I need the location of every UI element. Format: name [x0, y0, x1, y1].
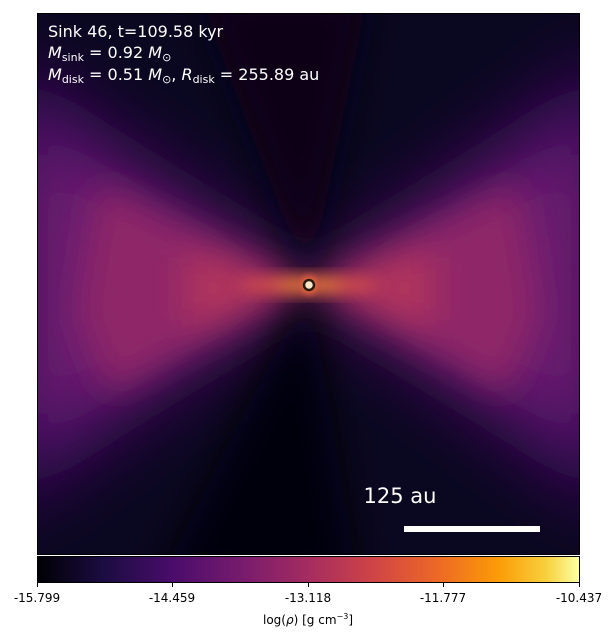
- colorbar-tick-label: -14.459: [148, 591, 196, 605]
- colorbar-tick: [443, 583, 444, 587]
- scale-bar: [404, 526, 540, 532]
- colorbar-tick: [308, 583, 309, 587]
- colorbar-tick: [579, 583, 580, 587]
- outflow-cavities: [173, 14, 364, 554]
- disk-mass-radius-line: Mdisk = 0.51 M⊙, Rdisk = 255.89 au: [48, 65, 320, 86]
- density-map: [38, 14, 579, 554]
- colorbar-tick-label: -10.437: [555, 591, 603, 605]
- colorbar-tick-label: -13.118: [284, 591, 332, 605]
- sink-info-line: Sink 46, t=109.58 kyr: [48, 22, 224, 41]
- colorbar-tick: [37, 583, 38, 587]
- colorbar-label: log(ρ) [g cm−3]: [263, 612, 353, 627]
- scale-bar-label: 125 au: [363, 484, 437, 508]
- colorbar-tick-label: -15.799: [13, 591, 61, 605]
- colorbar-tick-label: -11.777: [419, 591, 467, 605]
- density-map-panel: Sink 46, t=109.58 kyr Msink = 0.92 M⊙ Md…: [37, 13, 580, 555]
- sink-mass-line: Msink = 0.92 M⊙: [48, 43, 172, 64]
- sink-marker: [302, 278, 316, 292]
- colorbar: [37, 556, 580, 583]
- colorbar-tick: [172, 583, 173, 587]
